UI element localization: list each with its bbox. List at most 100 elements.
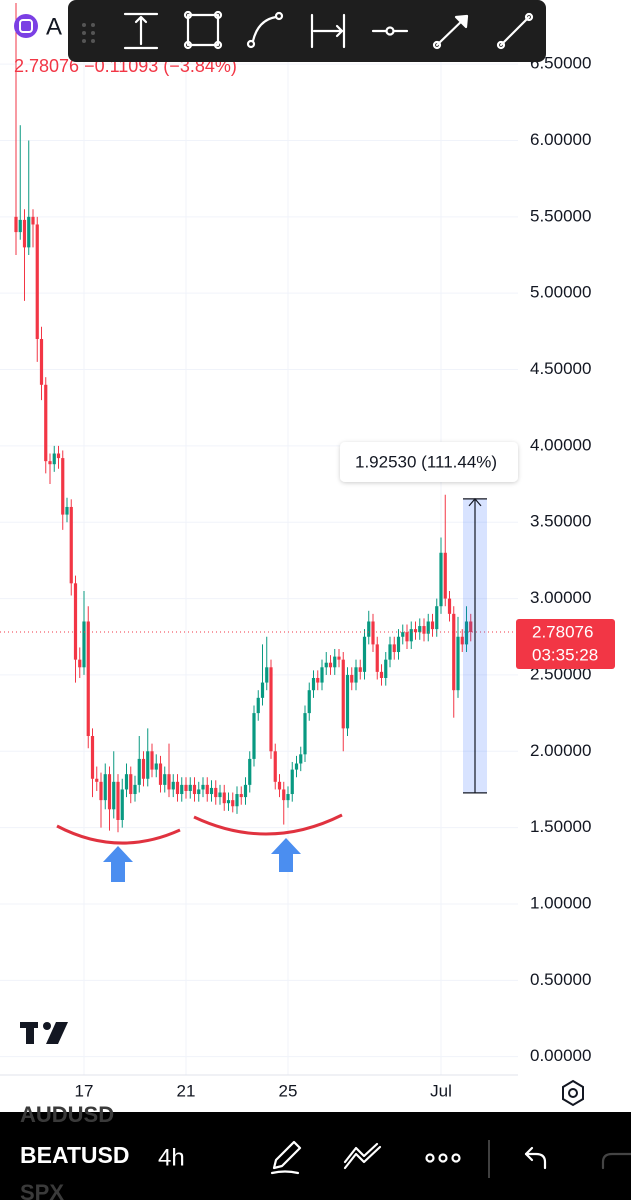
- candle-body: [112, 781, 116, 810]
- candle-body: [163, 774, 167, 785]
- candle-body: [439, 552, 443, 607]
- candle-body: [418, 626, 422, 633]
- trend-line-tool[interactable]: [496, 12, 534, 50]
- candle-body: [103, 774, 107, 801]
- bottom-bar-bg: [0, 1112, 631, 1200]
- curve-drawing: [56, 824, 181, 845]
- candle-body: [341, 659, 345, 729]
- candle-body: [252, 713, 256, 759]
- candle-body: [388, 644, 392, 660]
- candle-body: [430, 621, 435, 630]
- candle-body: [443, 552, 447, 599]
- candle-body: [35, 224, 39, 339]
- candle-body: [107, 774, 112, 810]
- path-tool[interactable]: [246, 11, 284, 49]
- candle-body: [362, 636, 367, 672]
- y-tick-label: 2.50000: [530, 664, 591, 683]
- y-tick-label: 1.00000: [530, 893, 591, 912]
- settings-button[interactable]: [562, 1079, 584, 1107]
- y-tick-label: 3.00000: [530, 588, 591, 607]
- price-tag: [516, 619, 615, 670]
- undo-button[interactable]: [524, 1146, 547, 1170]
- candle-body: [273, 751, 277, 782]
- rectangle-tool[interactable]: [183, 10, 223, 50]
- candle-body: [328, 662, 333, 668]
- candle-body: [392, 644, 396, 653]
- time-axis: 17 21 25 Jul: [75, 1081, 452, 1100]
- candle-body: [141, 758, 146, 779]
- candle-body: [303, 713, 307, 755]
- candle-body: [260, 682, 265, 698]
- candle-body: [86, 621, 90, 737]
- y-tick-label: 6.50000: [530, 54, 591, 73]
- symbol-prev[interactable]: AUDUSD: [20, 1102, 114, 1127]
- candle-body: [61, 458, 65, 515]
- y-tick-label: 4.00000: [530, 435, 591, 454]
- candle-body: [167, 774, 171, 790]
- candle-body: [184, 784, 188, 791]
- candle-body: [226, 800, 231, 804]
- candle-body: [290, 769, 294, 795]
- candle-body: [447, 598, 452, 614]
- line-tools-button[interactable]: [343, 1142, 382, 1170]
- arrow-up: [103, 846, 133, 882]
- candle-body: [299, 754, 303, 764]
- horizontal-line-tool[interactable]: [371, 26, 409, 36]
- candle-body: [158, 763, 163, 785]
- symbol-icon: [14, 14, 38, 38]
- candle-body: [201, 784, 205, 790]
- symbol: A: [46, 13, 62, 40]
- candle-body: [307, 690, 311, 714]
- date-range-tool[interactable]: [310, 13, 346, 49]
- candle-body: [48, 461, 52, 465]
- symbol-current[interactable]: BEATUSD: [20, 1142, 129, 1168]
- candle-body: [39, 338, 44, 385]
- candle-body: [337, 656, 341, 660]
- candle-body: [320, 667, 324, 683]
- candle-body: [99, 781, 103, 801]
- symbol-next[interactable]: SPX: [20, 1180, 64, 1200]
- candle-body: [311, 677, 316, 691]
- candle-body: [78, 659, 82, 668]
- candle-body: [44, 384, 48, 462]
- draw-button[interactable]: [270, 1140, 302, 1175]
- candle-body: [150, 751, 154, 770]
- candle-body: [95, 778, 99, 782]
- price-axis: 0.00000 0.50000 1.00000 1.50000 2.00000 2.500…: [516, 54, 615, 1065]
- candle-body: [294, 763, 299, 770]
- candle-body: [18, 219, 22, 233]
- candle-body: [154, 763, 158, 770]
- candle-body: [469, 621, 473, 633]
- candle-body: [90, 736, 95, 779]
- x-tick-label: 25: [279, 1081, 298, 1100]
- candle-body: [82, 621, 86, 668]
- y-tick-label: 0.50000: [530, 970, 591, 989]
- candle-body: [129, 774, 133, 795]
- y-tick-label: 3.50000: [530, 512, 591, 531]
- candle-body: [31, 216, 35, 225]
- candle-body: [124, 774, 129, 790]
- candle-body: [435, 606, 439, 630]
- candle-body: [324, 662, 328, 668]
- y-tick-label: 6.00000: [530, 130, 591, 149]
- candle-body: [133, 784, 137, 795]
- candle-body: [286, 794, 290, 801]
- x-tick-label: Jul: [430, 1081, 452, 1100]
- more-button[interactable]: [425, 1153, 461, 1163]
- candle-body: [180, 784, 184, 795]
- arrow-tool[interactable]: [432, 14, 469, 50]
- candle-body: [460, 636, 464, 645]
- measure-tool: 1.92530 (111.44%): [340, 442, 518, 794]
- candle-body: [384, 659, 388, 678]
- price-range-tool[interactable]: [123, 12, 159, 50]
- interval[interactable]: 4h: [158, 1144, 185, 1171]
- candle-body: [52, 453, 56, 465]
- measure-label-box: [340, 442, 518, 482]
- redo-button[interactable]: [601, 1152, 631, 1170]
- y-tick-label: 5.50000: [530, 206, 591, 225]
- candle-body: [265, 667, 269, 683]
- candle-body: [277, 781, 282, 790]
- candle-body: [401, 632, 405, 637]
- measure-arrow: [468, 497, 482, 507]
